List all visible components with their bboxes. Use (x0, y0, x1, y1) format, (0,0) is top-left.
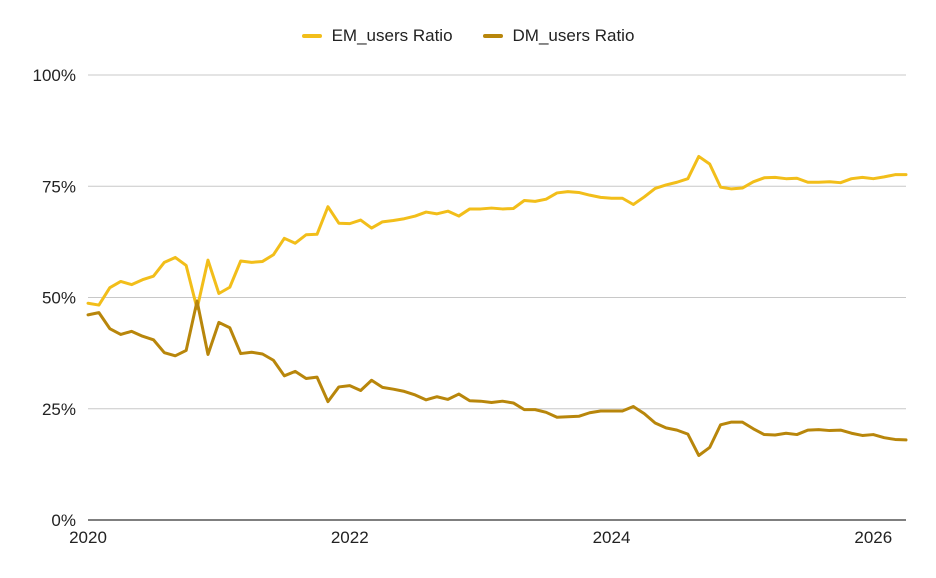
y-tick-label: 100% (33, 66, 76, 85)
series-line-em-users-ratio[interactable] (86, 154, 908, 311)
legend-swatch-em (301, 34, 322, 38)
series-line-dm-users-ratio[interactable] (86, 299, 908, 457)
legend-item-em[interactable]: EM_users Ratio (301, 26, 453, 46)
x-tick-label: 2024 (593, 528, 631, 547)
y-axis-ticks: 0% 25% 50% 75% 100% (33, 66, 76, 530)
legend: EM_users Ratio DM_users Ratio (0, 26, 936, 46)
y-tick-label: 75% (42, 177, 76, 196)
x-tick-label: 2020 (69, 528, 107, 547)
x-tick-label: 2022 (331, 528, 369, 547)
y-tick-label: 50% (42, 289, 76, 308)
series-lines (86, 154, 908, 457)
x-axis-ticks: 2020 2022 2024 2026 (69, 528, 892, 547)
y-tick-label: 0% (51, 511, 76, 530)
x-tick-label: 2026 (854, 528, 892, 547)
legend-swatch-dm (482, 34, 503, 38)
gridlines (88, 74, 906, 521)
legend-label-em: EM_users Ratio (331, 26, 453, 45)
legend-item-dm[interactable]: DM_users Ratio (482, 26, 635, 46)
legend-label-dm: DM_users Ratio (512, 26, 635, 45)
y-tick-label: 25% (42, 400, 76, 419)
